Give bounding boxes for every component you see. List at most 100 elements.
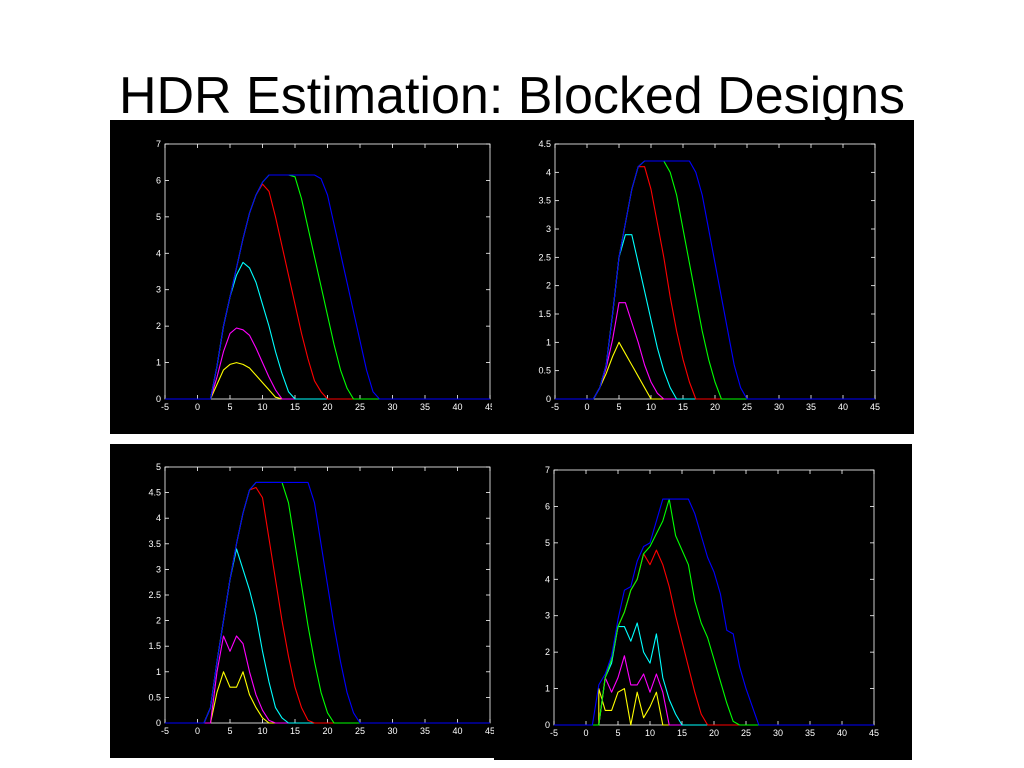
y-tick-label: 3 bbox=[156, 285, 161, 295]
x-tick-label: -5 bbox=[161, 402, 169, 412]
x-tick-label: 10 bbox=[257, 726, 267, 736]
y-tick-label: 1 bbox=[156, 358, 161, 368]
x-tick-label: 30 bbox=[773, 728, 783, 738]
x-tick-label: 0 bbox=[584, 402, 589, 412]
x-tick-label: 25 bbox=[742, 402, 752, 412]
x-tick-label: 45 bbox=[869, 728, 879, 738]
y-tick-label: 0.5 bbox=[148, 692, 161, 702]
series-line-3 bbox=[165, 261, 490, 400]
x-tick-label: 40 bbox=[452, 402, 462, 412]
series-line-5 bbox=[165, 174, 490, 400]
y-tick-label: 7 bbox=[545, 465, 550, 475]
x-tick-label: 45 bbox=[485, 726, 495, 736]
series-line-2 bbox=[554, 655, 874, 726]
x-tick-label: 10 bbox=[646, 402, 656, 412]
x-tick-label: -5 bbox=[550, 728, 558, 738]
x-tick-label: 40 bbox=[838, 402, 848, 412]
series-line-1 bbox=[165, 671, 490, 724]
y-tick-label: 3 bbox=[156, 564, 161, 574]
slide-title: HDR Estimation: Blocked Designs bbox=[118, 67, 906, 125]
y-tick-label: 2 bbox=[546, 281, 551, 291]
x-tick-label: 30 bbox=[387, 402, 397, 412]
plot-frame bbox=[164, 143, 491, 400]
y-tick-label: 0 bbox=[545, 720, 550, 730]
x-tick-label: 5 bbox=[227, 402, 232, 412]
y-tick-label: 0 bbox=[546, 394, 551, 404]
x-tick-label: 20 bbox=[322, 726, 332, 736]
y-tick-label: 3.5 bbox=[148, 539, 161, 549]
x-tick-label: 45 bbox=[485, 402, 492, 412]
y-tick-label: 6 bbox=[545, 501, 550, 511]
series-line-4 bbox=[165, 183, 490, 400]
y-tick-label: 2 bbox=[156, 616, 161, 626]
x-tick-label: 30 bbox=[387, 726, 397, 736]
series-line-1 bbox=[165, 362, 490, 400]
x-tick-label: 40 bbox=[452, 726, 462, 736]
x-tick-label: 15 bbox=[290, 402, 300, 412]
y-tick-label: 0.5 bbox=[538, 366, 551, 376]
y-tick-label: 6 bbox=[156, 175, 161, 185]
y-tick-label: 5 bbox=[545, 538, 550, 548]
series-line-6 bbox=[165, 481, 490, 724]
x-tick-label: 25 bbox=[741, 728, 751, 738]
x-tick-label: -5 bbox=[161, 726, 169, 736]
y-tick-label: 1 bbox=[545, 684, 550, 694]
x-tick-label: 20 bbox=[709, 728, 719, 738]
x-tick-label: 10 bbox=[645, 728, 655, 738]
x-tick-label: 5 bbox=[616, 402, 621, 412]
y-tick-label: 4 bbox=[156, 248, 161, 258]
chart-panel-bottom-left: -5 0 5 10 15 20 25 30 35 40 45 0 0.5 1 1.5 2 2.5 3 3.5 4 4.5… bbox=[110, 444, 530, 758]
series-line-5 bbox=[554, 498, 874, 726]
x-tick-label: 15 bbox=[290, 726, 300, 736]
chart-panel-top-right: -5 0 5 10 15 20 25 30 35 40 45 0 0.5 1 1.5 2 2.5 3 3.5 4 4.5 bbox=[492, 120, 914, 434]
x-tick-label: 5 bbox=[227, 726, 232, 736]
y-tick-label: 1.5 bbox=[148, 641, 161, 651]
x-tick-label: 10 bbox=[257, 402, 267, 412]
x-tick-label: 45 bbox=[870, 402, 880, 412]
x-tick-label: 20 bbox=[322, 402, 332, 412]
y-tick-label: 1 bbox=[156, 667, 161, 677]
series-line-6 bbox=[555, 160, 875, 400]
series-line-1 bbox=[555, 341, 875, 400]
x-tick-label: 25 bbox=[355, 402, 365, 412]
x-tick-label: 5 bbox=[615, 728, 620, 738]
series-line-6 bbox=[165, 174, 490, 400]
x-tick-label: 15 bbox=[677, 728, 687, 738]
y-tick-label: 3 bbox=[546, 224, 551, 234]
plot-frame bbox=[554, 143, 876, 400]
series-line-6 bbox=[554, 498, 874, 726]
y-tick-label: 5 bbox=[156, 212, 161, 222]
y-tick-label: 2 bbox=[545, 647, 550, 657]
y-tick-label: 7 bbox=[156, 139, 161, 149]
y-tick-label: 4 bbox=[546, 167, 551, 177]
series-line-2 bbox=[555, 302, 875, 400]
y-tick-label: 1 bbox=[546, 337, 551, 347]
y-tick-label: 3.5 bbox=[538, 196, 551, 206]
chart-bottom-left: -5 0 5 10 15 20 25 30 35 40 4500.511.522.533.544.5… bbox=[148, 462, 495, 736]
y-tick-label: 2.5 bbox=[538, 252, 551, 262]
series-line-3 bbox=[554, 622, 874, 726]
y-tick-label: 0 bbox=[156, 718, 161, 728]
x-tick-label: 35 bbox=[420, 726, 430, 736]
x-tick-label: 15 bbox=[678, 402, 688, 412]
series-line-1 bbox=[554, 688, 874, 726]
y-tick-label: 1.5 bbox=[538, 309, 551, 319]
x-tick-label: 35 bbox=[420, 402, 430, 412]
y-tick-label: 5 bbox=[156, 462, 161, 472]
y-tick-label: 4.5 bbox=[538, 139, 551, 149]
x-tick-label: 0 bbox=[195, 402, 200, 412]
y-tick-label: 4.5 bbox=[148, 488, 161, 498]
x-tick-label: 40 bbox=[837, 728, 847, 738]
plot-frame bbox=[553, 469, 875, 726]
y-tick-label: 4 bbox=[545, 574, 550, 584]
series-line-5 bbox=[555, 160, 875, 400]
x-tick-label: 35 bbox=[805, 728, 815, 738]
series-line-2 bbox=[165, 327, 490, 400]
y-tick-label: 2.5 bbox=[148, 590, 161, 600]
y-tick-label: 3 bbox=[545, 611, 550, 621]
x-tick-label: 0 bbox=[583, 728, 588, 738]
